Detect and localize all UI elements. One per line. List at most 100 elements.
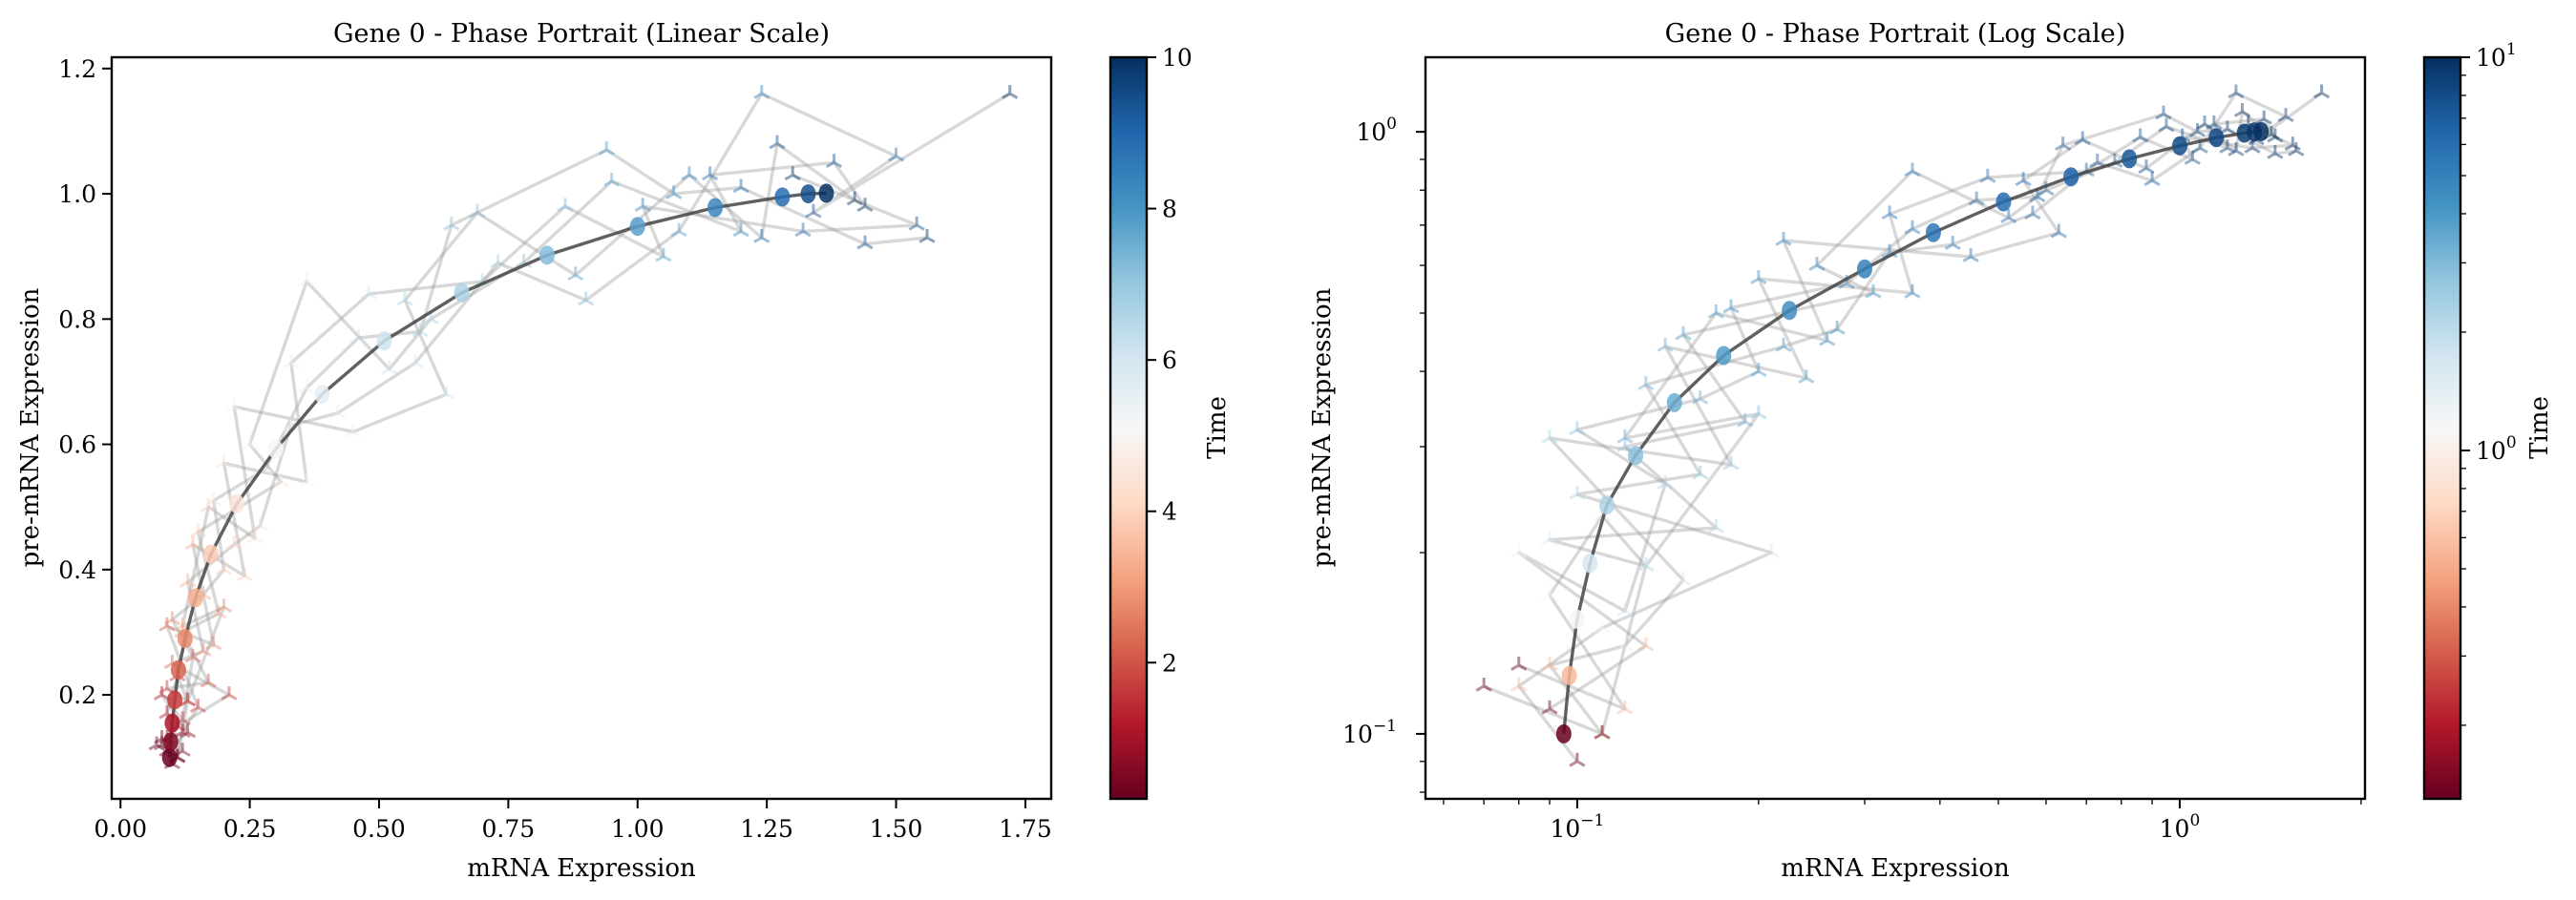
replicate-marker <box>1819 331 1836 346</box>
linear-colorbar <box>1109 55 1149 801</box>
replicate-trajectory-2 <box>156 160 867 760</box>
replicate-marker <box>1904 283 1921 299</box>
replicate-marker <box>1707 518 1724 534</box>
replicate-marker <box>2143 172 2161 186</box>
linear-panel-title: Gene 0 - Phase Portrait (Linear Scale) <box>333 19 830 49</box>
replicate-trajectory-2 <box>1483 117 2277 736</box>
y-tick-label: 0.2 <box>58 681 96 709</box>
mean-point <box>800 184 816 204</box>
replicate-marker <box>2158 117 2175 133</box>
replicate-marker <box>298 472 315 488</box>
colorbar-tick-label: 101 <box>2476 40 2517 72</box>
replicate-marker <box>1968 191 1985 206</box>
replicate-marker <box>242 435 259 450</box>
replicate-marker <box>1616 700 1634 715</box>
replicate-marker <box>2055 136 2072 151</box>
replicate-marker <box>681 166 698 181</box>
replicate-marker <box>1594 724 1611 740</box>
replicate-marker <box>2277 108 2294 122</box>
replicate-marker <box>200 498 217 513</box>
mean-point <box>2208 128 2225 148</box>
y-tick-label: 0.8 <box>58 305 96 333</box>
log-colorbar-ticks: 100 101 <box>2460 40 2517 726</box>
replicate-marker <box>1750 363 1767 377</box>
mean-point <box>2122 149 2138 169</box>
replicate-marker <box>1569 752 1586 767</box>
replicate-marker <box>2267 144 2284 159</box>
replicate-marker <box>2206 115 2223 130</box>
replicate-marker <box>396 291 413 306</box>
linear-colorbar-label: Time <box>1203 396 1232 459</box>
mean-point <box>177 629 193 648</box>
replicate-marker <box>1510 657 1528 671</box>
replicate-marker <box>236 567 253 582</box>
linear-axes-frame <box>110 55 1053 801</box>
y-tick-label: 100 <box>1356 115 1397 146</box>
replicate-trajectory-0 <box>1517 112 2297 711</box>
x-tick-label: 1.00 <box>611 815 665 843</box>
mean-trajectory-line <box>168 191 827 758</box>
mean-point <box>818 183 834 203</box>
replicate-marker <box>2267 128 2284 143</box>
replicate-marker <box>163 611 180 626</box>
replicate-marker <box>1637 557 1655 572</box>
replicate-marker <box>2284 136 2301 151</box>
replicate-marker <box>1775 338 1792 352</box>
linear-x-axis-label: mRNA Expression <box>467 854 696 883</box>
mean-point <box>202 544 219 564</box>
mean-point <box>2171 136 2187 156</box>
replicate-marker <box>215 598 233 613</box>
mean-point <box>267 439 284 459</box>
mean-point <box>1666 392 1682 412</box>
mean-point <box>1782 301 1798 321</box>
replicate-marker <box>1616 429 1634 444</box>
replicate-marker <box>184 535 201 551</box>
replicate-marker <box>2233 103 2251 117</box>
log-y-axis: 10−1 100 <box>1342 115 1425 793</box>
replicate-marker <box>215 454 233 470</box>
replicate-marker <box>769 135 786 150</box>
x-tick-label: 10−1 <box>1550 811 1604 843</box>
log-panel-title: Gene 0 - Phase Portrait (Log Scale) <box>1665 19 2126 49</box>
replicate-trajectory-4 <box>160 141 856 753</box>
replicate-marker <box>2184 150 2201 165</box>
linear-panel: Gene 0 - Phase Portrait (Linear Scale) 0… <box>16 19 1232 883</box>
replicate-marker <box>655 247 672 262</box>
replicate-marker <box>298 379 315 394</box>
replicate-marker <box>298 272 315 287</box>
replicate-marker <box>1541 586 1558 601</box>
mean-point <box>1856 259 1872 279</box>
replicate-marker <box>557 198 574 212</box>
replicate-marker <box>1541 531 1558 546</box>
mean-point <box>170 659 186 680</box>
replicate-marker <box>179 692 197 707</box>
replicate-marker <box>1979 168 1996 183</box>
colorbar-tick-label: 8 <box>1162 196 1177 223</box>
mean-point <box>2063 167 2080 187</box>
x-tick-label: 100 <box>2160 811 2201 843</box>
replicate-trajectory-1 <box>1517 91 2323 763</box>
replicate-trajectory-0 <box>159 148 928 753</box>
replicate-marker <box>184 648 201 663</box>
log-x-axis-label: mRNA Expression <box>1781 854 2010 883</box>
mean-point <box>2253 121 2270 141</box>
replicate-marker <box>634 198 651 212</box>
replicate-marker <box>246 530 264 544</box>
replicate-marker <box>846 191 863 206</box>
replicate-marker <box>1881 205 1898 220</box>
mean-point <box>1569 609 1585 629</box>
x-tick-label: 1.75 <box>999 815 1052 843</box>
replicate-marker <box>2015 172 2032 186</box>
replicate-marker <box>1541 657 1558 671</box>
mean-point <box>707 198 723 218</box>
log-colorbar-label: Time <box>2525 396 2554 459</box>
replicate-marker <box>1692 465 1709 480</box>
replicate-marker <box>1808 257 1826 271</box>
replicate-marker <box>887 147 905 162</box>
linear-y-axis-label: pre-mRNA Expression <box>16 287 45 567</box>
replicate-marker <box>1616 602 1634 617</box>
mean-point <box>1628 446 1644 466</box>
mean-point <box>229 493 245 513</box>
replicate-marker <box>2132 128 2149 143</box>
replicate-marker <box>732 222 750 238</box>
